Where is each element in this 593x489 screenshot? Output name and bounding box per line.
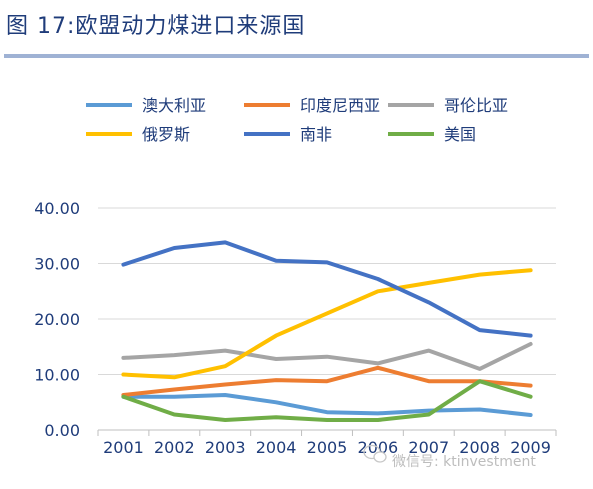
title-divider — [4, 54, 589, 58]
legend-label: 哥伦比亚 — [444, 96, 508, 115]
x-tick-label: 2009 — [510, 438, 551, 457]
wechat-icon — [363, 444, 387, 463]
legend-label: 南非 — [300, 125, 332, 144]
series-line-3 — [121, 268, 533, 380]
y-tick-label: 30.00 — [34, 255, 80, 274]
legend-label: 澳大利亚 — [142, 96, 206, 115]
y-tick-label: 20.00 — [34, 310, 80, 329]
watermark: 微信号: ktinvestment — [363, 444, 536, 470]
x-tick-label: 2005 — [307, 438, 348, 457]
y-tick-label: 10.00 — [34, 366, 80, 385]
legend-label: 美国 — [444, 125, 476, 144]
series-lines — [121, 240, 533, 422]
watermark-text: 微信号: ktinvestment — [392, 454, 536, 470]
x-tick-label: 2004 — [256, 438, 297, 457]
series-line-2 — [121, 342, 533, 371]
chart-title: 图 17:欧盟动力煤进口来源国 — [6, 14, 306, 39]
series-line-4 — [121, 240, 533, 338]
legend-label: 俄罗斯 — [142, 125, 190, 144]
x-axis-ticks: 2001 2002 2003 2004 2005 2006 2007 2008 2009 — [97, 429, 557, 457]
series-line-1 — [121, 365, 533, 397]
series-line-0 — [121, 393, 533, 417]
x-tick-label: 2002 — [154, 438, 195, 457]
x-tick-label: 2007 — [408, 438, 449, 457]
x-tick-label: 2003 — [205, 438, 246, 457]
x-tick-label: 2001 — [103, 438, 144, 457]
x-tick-label: 2008 — [459, 438, 500, 457]
y-tick-label: 40.00 — [34, 199, 80, 218]
y-axis-ticks: 0.00 10.00 20.00 30.00 40.00 — [34, 199, 80, 440]
series-line-5 — [121, 379, 533, 422]
y-tick-label: 0.00 — [44, 421, 80, 440]
legend-label: 印度尼西亚 — [300, 96, 380, 115]
gridlines — [98, 207, 556, 375]
